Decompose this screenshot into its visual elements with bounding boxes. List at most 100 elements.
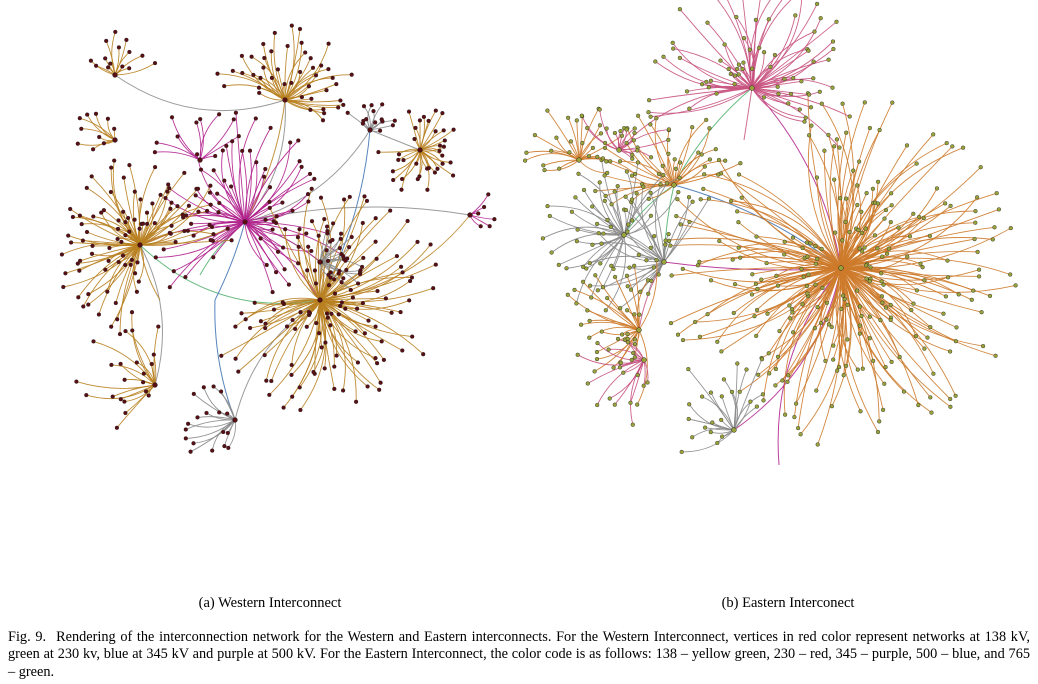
network-vertex: [719, 394, 724, 399]
network-edge: [171, 117, 201, 161]
network-edge: [284, 229, 321, 301]
network-edge: [139, 188, 199, 246]
network-vertex: [615, 184, 620, 189]
network-vertex: [805, 291, 810, 296]
network-vertex: [399, 264, 404, 269]
network-vertex: [585, 381, 590, 386]
network-vertex: [132, 189, 137, 194]
network-vertex: [979, 310, 984, 315]
network-vertex: [284, 324, 290, 329]
network-vertex: [641, 184, 646, 189]
network-vertex: [309, 248, 314, 254]
network-vertex: [668, 321, 674, 326]
network-vertex: [191, 391, 196, 396]
network-vertex: [405, 218, 410, 224]
network-vertex: [615, 336, 621, 341]
network-hub-vertex: [152, 382, 158, 388]
network-vertex: [400, 270, 405, 275]
network-vertex: [375, 361, 380, 366]
network-vertex: [216, 210, 221, 215]
network-vertex: [307, 171, 313, 176]
network-edge: [91, 244, 141, 257]
network-vertex: [701, 186, 706, 191]
network-vertex: [106, 258, 111, 263]
network-edge: [733, 406, 758, 431]
network-vertex: [167, 186, 172, 191]
network-vertex: [928, 325, 933, 330]
network-vertex: [917, 214, 922, 220]
network-vertex: [233, 324, 238, 329]
network-vertex: [274, 220, 279, 226]
network-vertex: [123, 410, 128, 416]
network-vertex: [113, 300, 118, 306]
network-vertex: [274, 214, 279, 219]
network-edge: [555, 137, 580, 161]
network-vertex: [321, 107, 326, 112]
network-vertex: [129, 310, 135, 315]
network-vertex: [338, 236, 343, 241]
western-network-svg: [59, 23, 497, 454]
network-vertex: [169, 223, 174, 228]
network-vertex: [204, 410, 209, 416]
network-vertex: [748, 399, 753, 404]
subcaption-eastern: (b) Eastern Interconect: [721, 595, 855, 611]
network-edge: [319, 223, 334, 263]
network-vertex: [700, 394, 705, 399]
network-vertex: [353, 329, 358, 334]
network-vertex: [844, 363, 849, 368]
network-edge: [319, 259, 363, 268]
network-vertex: [431, 286, 436, 291]
network-vertex: [77, 213, 82, 218]
network-vertex: [350, 295, 355, 300]
network-edge: [199, 113, 220, 161]
network-vertex: [635, 148, 640, 153]
network-vertex: [703, 425, 708, 430]
network-vertex: [183, 436, 188, 441]
network-vertex: [208, 183, 213, 188]
network-vertex: [648, 114, 653, 119]
network-vertex: [808, 105, 814, 110]
network-vertex: [308, 107, 313, 112]
network-vertex: [388, 208, 393, 213]
network-vertex: [267, 392, 272, 397]
network-vertex: [377, 387, 382, 392]
network-vertex: [928, 395, 933, 400]
network-vertex: [593, 273, 598, 278]
network-edge: [631, 199, 665, 263]
network-vertex: [815, 305, 820, 310]
network-vertex: [289, 23, 294, 28]
network-vertex: [88, 58, 93, 63]
network-edge: [681, 429, 735, 453]
network-vertex: [975, 195, 980, 200]
network-vertex: [136, 279, 141, 284]
network-vertex: [425, 166, 430, 171]
network-vertex: [880, 254, 885, 259]
network-vertex: [888, 317, 893, 323]
network-vertex: [872, 233, 878, 238]
network-vertex: [824, 317, 829, 322]
network-vertex: [704, 79, 709, 84]
network-vertex: [857, 323, 862, 328]
network-vertex: [339, 280, 344, 285]
network-vertex: [831, 357, 836, 362]
network-edge: [244, 221, 328, 234]
network-vertex: [258, 236, 263, 241]
network-vertex: [576, 171, 581, 176]
network-vertex: [832, 144, 837, 149]
network-vertex: [409, 275, 415, 280]
network-vertex: [864, 276, 869, 281]
network-vertex: [109, 324, 114, 329]
network-vertex: [339, 231, 344, 236]
network-vertex: [879, 279, 884, 284]
network-vertex: [398, 310, 403, 315]
network-vertex: [624, 169, 629, 174]
network-hub-vertex: [242, 219, 248, 225]
network-edge: [677, 267, 842, 336]
network-vertex: [328, 270, 333, 275]
network-vertex: [922, 346, 927, 351]
network-vertex: [375, 288, 380, 294]
network-vertex: [672, 157, 677, 162]
network-vertex: [931, 132, 936, 137]
network-vertex: [896, 225, 901, 230]
network-edge: [614, 191, 625, 236]
